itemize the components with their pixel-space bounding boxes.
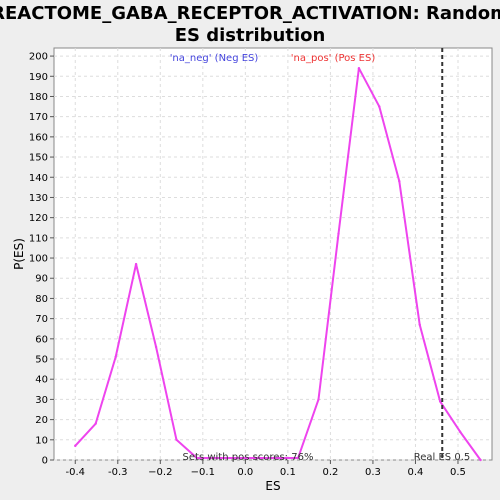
x-tick-label: -0.3 (108, 467, 128, 478)
series-layer (74, 48, 482, 462)
y-tick-label: 30 (35, 395, 48, 406)
pos-scores-annotation: Sets with pos scores: 76% (183, 452, 314, 463)
data-point (154, 345, 158, 349)
axes: 0 10 20 30 40 50 60 70 80 90 100 110 120 130 140 150 160… (29, 52, 466, 478)
data-point (74, 444, 77, 448)
data-point (175, 438, 178, 442)
y-tick-label: 190 (29, 72, 48, 83)
y-tick-label: 120 (29, 213, 48, 224)
y-axis-label: P(ES) (12, 238, 26, 270)
real-es-label: Real ES 0.5 (414, 452, 470, 463)
y-tick-label: 70 (35, 314, 48, 325)
x-tick-label: -0.4 (66, 467, 86, 478)
data-point (236, 456, 239, 460)
y-tick-label: 100 (29, 254, 48, 265)
data-point (337, 232, 340, 236)
y-tick-label: 160 (29, 132, 48, 143)
data-point (479, 458, 482, 462)
y-tick-label: 110 (29, 233, 48, 244)
x-tick-label: 0.0 (237, 467, 253, 478)
data-point (94, 422, 97, 425)
y-tick-label: 80 (35, 294, 48, 305)
data-point (195, 456, 199, 460)
chart-title-line-1: REACTOME_GABA_RECEPTOR_ACTIVATION: Rando… (0, 3, 500, 24)
x-tick-label: 0.3 (365, 467, 381, 478)
data-point (276, 456, 279, 460)
x-axis-label: ES (265, 479, 280, 493)
y-tick-label: 200 (29, 52, 48, 63)
y-tick-label: 40 (35, 375, 48, 386)
data-point (378, 105, 381, 108)
data-point (134, 262, 138, 266)
y-tick-label: 60 (35, 334, 48, 345)
grid (54, 48, 492, 461)
x-tick-label: −0.1 (191, 467, 215, 478)
data-point (317, 398, 320, 401)
data-point (438, 400, 442, 403)
y-tick-label: 50 (35, 355, 48, 366)
legend-pos: 'na_pos' (Pos ES) (291, 53, 376, 64)
data-point (458, 430, 462, 433)
x-tick-label: 0.4 (408, 467, 424, 478)
data-point (215, 456, 219, 460)
legend-neg: 'na_neg' (Neg ES) (170, 53, 259, 64)
data-point (398, 180, 401, 183)
data-point (357, 66, 361, 70)
x-tick-label: −0.2 (148, 467, 172, 478)
y-tick-label: 130 (29, 193, 48, 204)
data-point (418, 323, 421, 326)
chart-title-line-2: ES distribution (175, 25, 326, 46)
y-tick-label: 140 (29, 173, 48, 184)
plot-area (53, 47, 493, 461)
data-point (256, 456, 259, 460)
data-point (114, 355, 117, 359)
y-tick-label: 150 (29, 153, 48, 164)
y-tick-label: 180 (29, 92, 48, 103)
y-tick-label: 20 (35, 415, 48, 426)
y-tick-label: 90 (35, 274, 48, 285)
x-tick-label: 0.2 (322, 467, 338, 478)
y-tick-label: 10 (35, 435, 48, 446)
y-tick-label: 0 (42, 456, 48, 467)
x-tick-label: 0.5 (450, 467, 466, 478)
data-point (296, 456, 300, 460)
x-tick-label: 0.1 (280, 467, 296, 478)
y-tick-label: 170 (29, 112, 48, 123)
